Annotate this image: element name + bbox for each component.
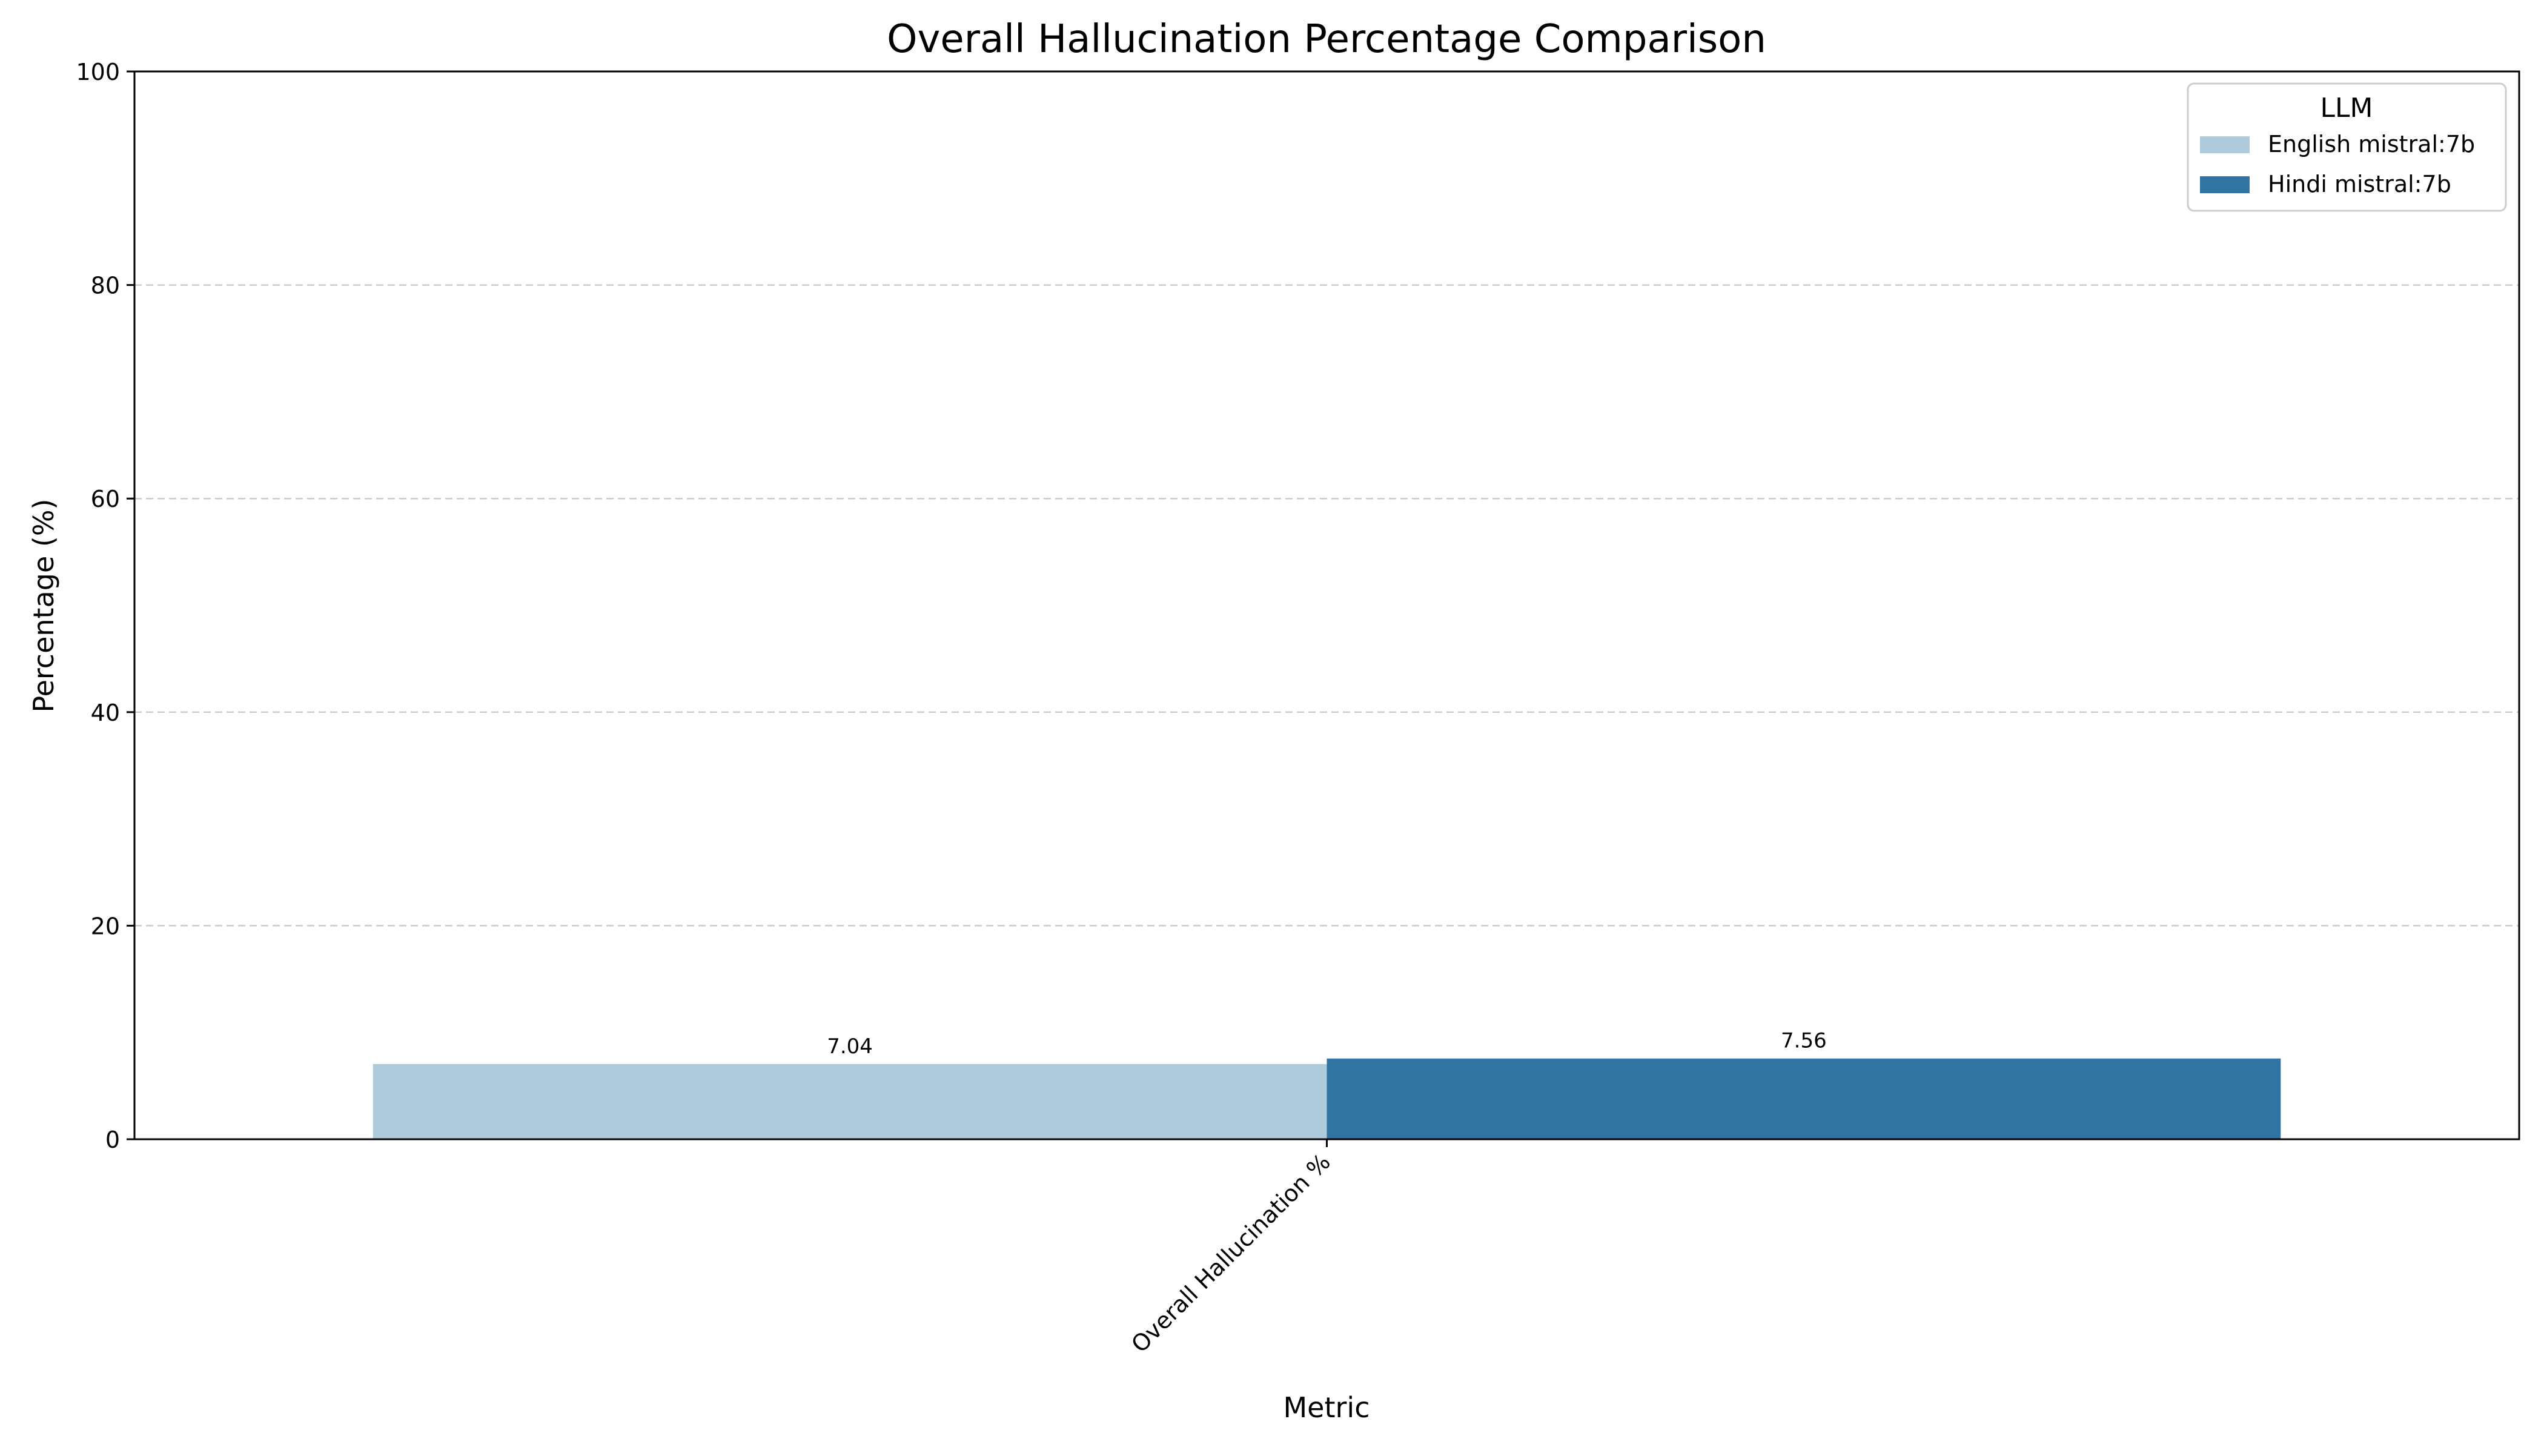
- gridlines: [134, 284, 2519, 927]
- y-tick-label: 60: [91, 486, 120, 512]
- legend-items: English mistral:7b Hindi mistral:7b: [2200, 131, 2475, 197]
- bars: [373, 1058, 2281, 1139]
- y-tick-label: 0: [105, 1127, 120, 1153]
- y-axis: 0 20 40 60 80 100: [76, 59, 134, 1153]
- y-axis-label: Percentage (%): [27, 499, 60, 713]
- bar-english: [373, 1064, 1327, 1139]
- legend-entry-label: Hindi mistral:7b: [2268, 171, 2451, 197]
- bar-value-label: 7.04: [827, 1034, 873, 1059]
- bar-value-label: 7.56: [1781, 1029, 1827, 1053]
- y-tick-label: 80: [91, 273, 120, 299]
- y-tick-label: 40: [91, 700, 120, 726]
- y-tick-label: 100: [76, 59, 120, 85]
- legend: LLM English mistral:7b Hindi mistral:7b: [2187, 82, 2507, 212]
- legend-swatch: [2200, 176, 2250, 193]
- chart-title: Overall Hallucination Percentage Compari…: [887, 17, 1766, 62]
- y-tick-label: 20: [91, 913, 120, 939]
- bar-value-labels: 7.04 7.56: [827, 1029, 1827, 1059]
- legend-entry-label: English mistral:7b: [2268, 131, 2475, 157]
- legend-title: LLM: [2320, 93, 2373, 124]
- legend-frame: [2187, 82, 2507, 212]
- x-axis-label: Metric: [1283, 1391, 1370, 1424]
- bar-hindi: [1327, 1058, 2281, 1139]
- legend-swatch: [2200, 136, 2250, 153]
